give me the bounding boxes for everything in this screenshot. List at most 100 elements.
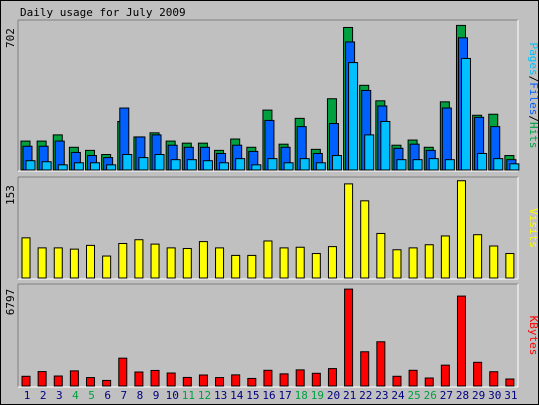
bar-kbytes-day-15 [247, 377, 257, 387]
bar-pages-day-25 [412, 159, 423, 171]
bar-pages-day-1 [25, 160, 36, 171]
bar-visits-day-29 [473, 234, 483, 279]
bar-kbytes-day-2 [37, 371, 47, 387]
bar-kbytes-day-30 [489, 371, 499, 387]
bar-pages-day-9 [154, 154, 165, 171]
bar-pages-day-22 [364, 134, 375, 171]
bar-visits-day-9 [150, 243, 160, 279]
bar-pages-day-19 [315, 162, 326, 171]
x-label-day-9: 9 [153, 389, 160, 402]
bar-visits-day-19 [311, 253, 321, 279]
legend-item-hits-files-pages-1: / [527, 76, 539, 83]
bar-pages-day-18 [299, 158, 310, 171]
bar-pages-day-26 [428, 158, 439, 171]
bar-visits-day-18 [295, 246, 305, 279]
bar-pages-day-13 [219, 162, 230, 171]
bar-visits-day-3 [53, 247, 63, 279]
bar-kbytes-day-23 [376, 341, 386, 387]
bar-pages-day-16 [267, 158, 278, 171]
bar-pages-day-29 [477, 152, 488, 171]
x-label-day-28: 28 [456, 389, 469, 402]
bar-pages-day-31 [509, 163, 520, 171]
bar-kbytes-day-3 [53, 375, 63, 387]
bar-visits-day-15 [247, 254, 257, 279]
x-label-day-30: 30 [488, 389, 501, 402]
panel-hits-files-pages [17, 19, 520, 172]
bar-visits-day-31 [505, 253, 515, 279]
x-label-day-12: 12 [198, 389, 211, 402]
x-label-day-23: 23 [375, 389, 388, 402]
legend-item-hits-files-pages-0: Pages [527, 43, 539, 76]
x-label-day-10: 10 [166, 389, 179, 402]
bar-kbytes-day-19 [311, 372, 321, 387]
bar-pages-day-8 [138, 157, 149, 171]
bar-visits-day-24 [392, 249, 402, 279]
x-label-day-26: 26 [424, 389, 437, 402]
x-label-day-14: 14 [230, 389, 244, 402]
bar-visits-day-30 [489, 245, 499, 279]
legend-hits-files-pages: Pages/Files/Hits [527, 43, 539, 149]
bar-pages-day-5 [90, 162, 101, 171]
x-label-day-5: 5 [88, 389, 95, 402]
bar-kbytes-day-5 [86, 377, 96, 387]
bar-visits-day-22 [360, 200, 370, 279]
x-label-day-11: 11 [182, 389, 195, 402]
bar-kbytes-day-20 [327, 368, 337, 387]
bar-visits-day-27 [440, 235, 450, 279]
bar-pages-day-24 [396, 159, 407, 171]
bar-visits-day-1 [21, 237, 31, 279]
chart-panels [17, 19, 520, 388]
x-label-day-6: 6 [104, 389, 111, 402]
bar-pages-day-20 [331, 155, 342, 171]
legend-kbytes: KBytes [527, 316, 539, 356]
bar-visits-day-23 [376, 232, 386, 279]
bar-kbytes-day-11 [182, 376, 192, 387]
bar-pages-day-15 [251, 164, 262, 171]
bar-visits-day-21 [344, 183, 354, 279]
x-label-day-20: 20 [327, 389, 340, 402]
bar-pages-day-4 [73, 162, 84, 171]
bar-kbytes-day-31 [505, 378, 515, 387]
x-label-day-1: 1 [24, 389, 31, 402]
bar-kbytes-day-9 [150, 369, 160, 387]
bar-pages-day-7 [122, 154, 133, 171]
bar-pages-day-2 [41, 161, 52, 171]
legend-item-kbytes-0: KBytes [527, 316, 539, 356]
bar-visits-day-14 [231, 254, 241, 279]
bar-visits-day-2 [37, 247, 47, 279]
bar-kbytes-day-13 [215, 377, 225, 387]
x-label-day-13: 13 [214, 389, 227, 402]
bar-pages-day-23 [380, 120, 391, 171]
bar-kbytes-day-21 [344, 288, 354, 387]
bar-kbytes-day-7 [118, 357, 128, 387]
y-max-label-hits-files-pages: 702 [4, 28, 17, 48]
x-label-day-27: 27 [440, 389, 453, 402]
bar-visits-day-28 [456, 180, 466, 279]
bar-kbytes-day-26 [424, 377, 434, 387]
x-label-day-4: 4 [72, 389, 79, 402]
x-label-day-3: 3 [56, 389, 63, 402]
bar-visits-day-8 [134, 239, 144, 279]
bar-visits-day-4 [69, 248, 79, 279]
bar-pages-day-10 [170, 159, 181, 171]
bar-visits-day-25 [408, 247, 418, 279]
bar-visits-day-16 [263, 240, 273, 279]
x-label-day-2: 2 [40, 389, 47, 402]
bar-visits-day-10 [166, 247, 176, 279]
legend-item-hits-files-pages-2: Files [527, 82, 539, 115]
x-label-day-21: 21 [343, 389, 356, 402]
x-label-day-22: 22 [359, 389, 372, 402]
bar-kbytes-day-24 [392, 375, 402, 387]
bar-kbytes-day-27 [440, 364, 450, 387]
bar-pages-day-6 [106, 164, 117, 171]
bar-kbytes-day-16 [263, 369, 273, 387]
bar-visits-day-6 [102, 255, 112, 279]
bar-kbytes-day-6 [102, 379, 112, 387]
bar-kbytes-day-22 [360, 351, 370, 387]
bar-pages-day-30 [493, 158, 504, 171]
bar-visits-day-5 [86, 244, 96, 279]
bar-pages-day-11 [186, 159, 197, 171]
y-max-label-visits: 153 [4, 185, 17, 205]
bar-visits-day-20 [327, 246, 337, 279]
